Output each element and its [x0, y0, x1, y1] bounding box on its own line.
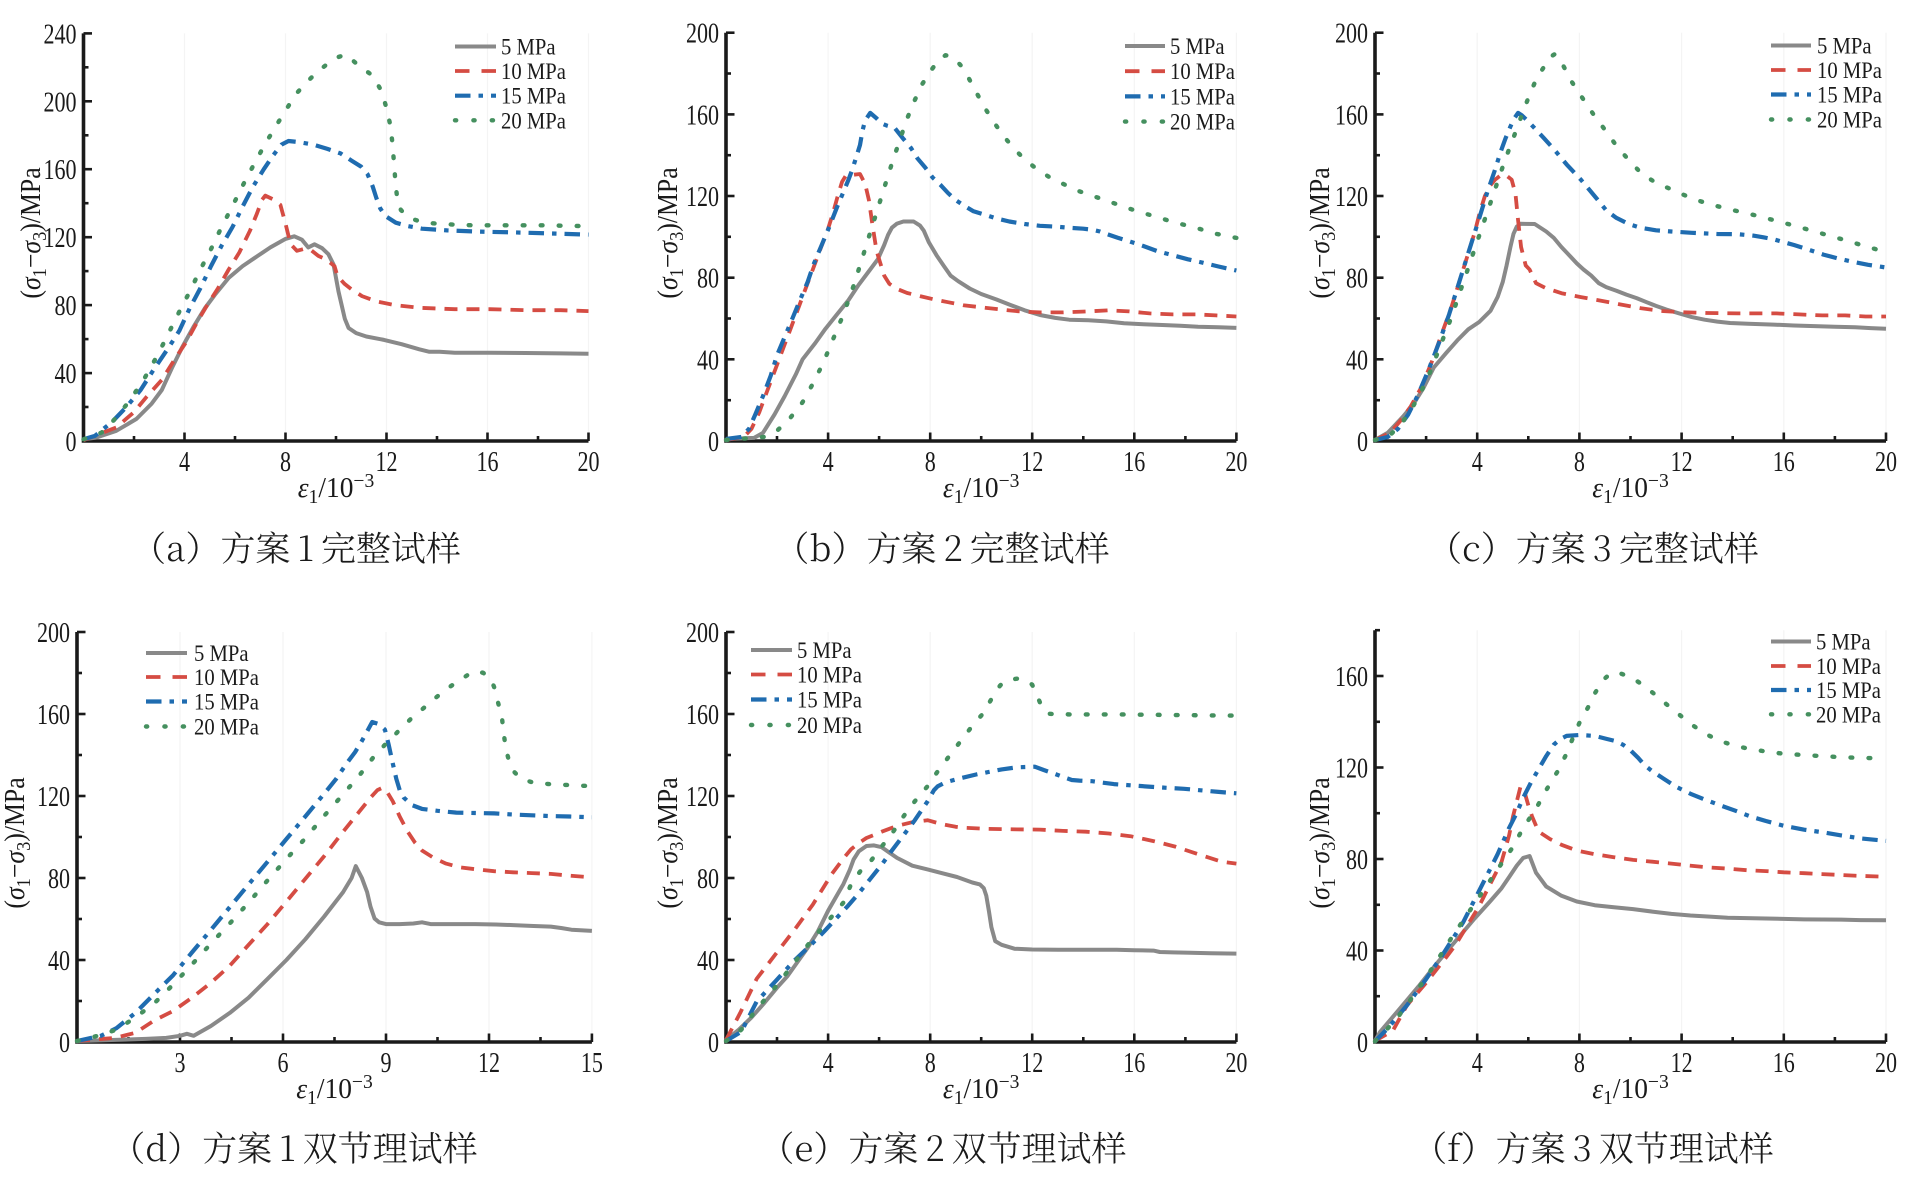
- svg-text:12: 12: [1021, 445, 1043, 478]
- svg-text:12: 12: [1671, 1046, 1693, 1079]
- svg-text:15: 15: [581, 1046, 603, 1079]
- svg-text:120: 120: [1335, 752, 1368, 785]
- svg-text:200: 200: [1335, 17, 1368, 50]
- svg-text:5 MPa: 5 MPa: [1817, 32, 1872, 59]
- svg-text:40: 40: [697, 944, 719, 977]
- svg-text:16: 16: [1773, 1046, 1795, 1079]
- svg-text:15 MPa: 15 MPa: [797, 686, 862, 713]
- svg-text:6: 6: [277, 1046, 288, 1079]
- svg-text:5 MPa: 5 MPa: [194, 640, 249, 667]
- svg-text:20: 20: [577, 445, 599, 478]
- svg-text:40: 40: [697, 343, 719, 376]
- svg-text:10 MPa: 10 MPa: [194, 664, 259, 691]
- svg-text:20: 20: [1875, 1046, 1897, 1079]
- svg-text:(σ1−σ3)/MPa: (σ1−σ3)/MPa: [15, 167, 51, 298]
- svg-text:160: 160: [1335, 99, 1368, 132]
- svg-text:16: 16: [1773, 445, 1795, 478]
- svg-text:200: 200: [686, 616, 719, 649]
- svg-text:16: 16: [476, 445, 498, 478]
- svg-text:120: 120: [1335, 180, 1368, 213]
- svg-text:ε1/10−3: ε1/10−3: [943, 1071, 1020, 1109]
- svg-text:4: 4: [179, 445, 190, 478]
- svg-text:80: 80: [1346, 843, 1368, 876]
- svg-text:5 MPa: 5 MPa: [1170, 33, 1225, 60]
- svg-text:160: 160: [686, 99, 719, 132]
- svg-text:5 MPa: 5 MPa: [797, 637, 852, 664]
- svg-text:20: 20: [1875, 445, 1897, 478]
- svg-text:200: 200: [686, 17, 719, 50]
- svg-text:10 MPa: 10 MPa: [501, 58, 566, 85]
- svg-text:200: 200: [37, 616, 70, 649]
- svg-text:5 MPa: 5 MPa: [501, 33, 556, 60]
- svg-text:15 MPa: 15 MPa: [1170, 83, 1235, 110]
- svg-text:120: 120: [43, 221, 76, 254]
- svg-text:40: 40: [1346, 343, 1368, 376]
- svg-text:40: 40: [1346, 935, 1368, 968]
- svg-text:8: 8: [1574, 1046, 1585, 1079]
- svg-text:12: 12: [375, 445, 397, 478]
- svg-text:20 MPa: 20 MPa: [1816, 701, 1881, 728]
- svg-text:4: 4: [1472, 1046, 1483, 1079]
- svg-text:ε1/10−3: ε1/10−3: [1592, 1071, 1669, 1109]
- svg-text:120: 120: [686, 780, 719, 813]
- svg-text:5 MPa: 5 MPa: [1816, 628, 1871, 655]
- svg-text:16: 16: [1123, 445, 1145, 478]
- svg-text:0: 0: [59, 1026, 70, 1059]
- svg-text:(σ1−σ3)/MPa: (σ1−σ3)/MPa: [1304, 167, 1340, 298]
- svg-text:10 MPa: 10 MPa: [797, 661, 862, 688]
- svg-text:80: 80: [697, 862, 719, 895]
- svg-text:ε1/10−3: ε1/10−3: [296, 1071, 373, 1109]
- svg-text:20 MPa: 20 MPa: [194, 713, 259, 740]
- svg-text:15 MPa: 15 MPa: [1817, 81, 1882, 108]
- svg-text:8: 8: [1574, 445, 1585, 478]
- svg-text:120: 120: [686, 180, 719, 213]
- svg-text:4: 4: [1472, 445, 1483, 478]
- svg-text:0: 0: [708, 425, 719, 458]
- svg-text:3: 3: [174, 1046, 185, 1079]
- svg-text:10 MPa: 10 MPa: [1817, 57, 1882, 84]
- svg-text:20: 20: [1225, 445, 1247, 478]
- svg-text:9: 9: [380, 1046, 391, 1079]
- svg-text:ε1/10−3: ε1/10−3: [1592, 470, 1669, 508]
- svg-text:160: 160: [43, 153, 76, 186]
- svg-text:10 MPa: 10 MPa: [1816, 653, 1881, 680]
- svg-text:8: 8: [280, 445, 291, 478]
- svg-text:ε1/10−3: ε1/10−3: [298, 470, 375, 508]
- svg-text:160: 160: [37, 698, 70, 731]
- svg-text:120: 120: [37, 780, 70, 813]
- svg-text:40: 40: [54, 357, 76, 390]
- svg-text:200: 200: [43, 85, 76, 118]
- svg-text:4: 4: [823, 445, 834, 478]
- svg-text:80: 80: [1346, 262, 1368, 295]
- svg-text:80: 80: [54, 289, 76, 322]
- svg-text:20: 20: [1225, 1046, 1247, 1079]
- svg-text:8: 8: [925, 445, 936, 478]
- svg-text:80: 80: [697, 262, 719, 295]
- svg-text:8: 8: [925, 1046, 936, 1079]
- svg-text:40: 40: [48, 944, 70, 977]
- svg-text:160: 160: [686, 698, 719, 731]
- svg-text:20 MPa: 20 MPa: [1817, 106, 1882, 133]
- svg-text:160: 160: [1335, 660, 1368, 693]
- svg-text:15 MPa: 15 MPa: [194, 688, 259, 715]
- svg-text:20 MPa: 20 MPa: [797, 712, 862, 739]
- svg-text:240: 240: [43, 18, 76, 51]
- svg-text:0: 0: [1357, 425, 1368, 458]
- svg-text:0: 0: [65, 425, 76, 458]
- svg-text:20 MPa: 20 MPa: [1170, 108, 1235, 135]
- svg-text:12: 12: [1021, 1046, 1043, 1079]
- svg-text:(σ1−σ3)/MPa: (σ1−σ3)/MPa: [652, 167, 688, 298]
- svg-text:15 MPa: 15 MPa: [501, 82, 566, 109]
- svg-text:4: 4: [823, 1046, 834, 1079]
- svg-text:12: 12: [1671, 445, 1693, 478]
- svg-text:12: 12: [478, 1046, 500, 1079]
- svg-text:80: 80: [48, 862, 70, 895]
- svg-text:0: 0: [1357, 1026, 1368, 1059]
- svg-text:20 MPa: 20 MPa: [501, 107, 566, 134]
- svg-text:ε1/10−3: ε1/10−3: [943, 470, 1020, 508]
- svg-text:0: 0: [708, 1026, 719, 1059]
- svg-text:15 MPa: 15 MPa: [1816, 677, 1881, 704]
- svg-text:10 MPa: 10 MPa: [1170, 58, 1235, 85]
- svg-text:16: 16: [1123, 1046, 1145, 1079]
